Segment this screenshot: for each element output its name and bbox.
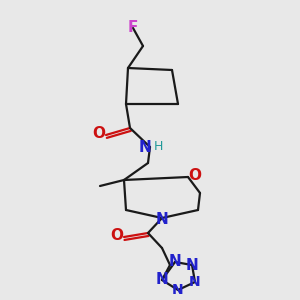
Text: N: N [172, 283, 184, 297]
Text: O: O [92, 127, 106, 142]
Text: N: N [186, 257, 198, 272]
Text: F: F [128, 20, 138, 35]
Text: N: N [156, 212, 168, 226]
Text: O: O [110, 229, 124, 244]
Text: N: N [189, 275, 201, 289]
Text: N: N [156, 272, 168, 287]
Text: O: O [188, 167, 202, 182]
Text: H: H [153, 140, 163, 152]
Text: N: N [139, 140, 152, 154]
Text: N: N [169, 254, 182, 269]
